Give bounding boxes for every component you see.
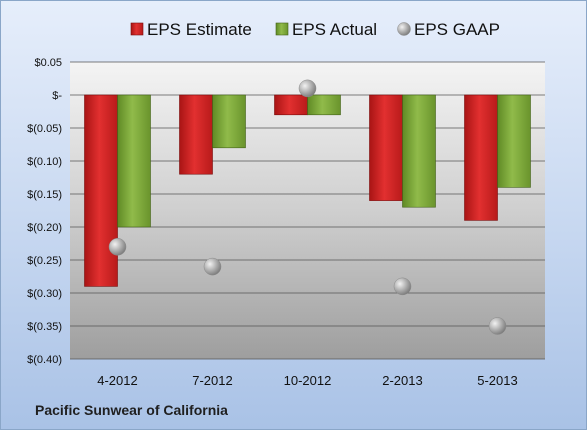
estimate-bar-10-2012 [274, 94, 308, 116]
actual-bar-10-2012 [307, 94, 341, 116]
y-tick-label: $- [52, 90, 62, 102]
x-tick-label: 4-2012 [97, 373, 137, 388]
legend-swatch-0 [130, 22, 144, 36]
legend-label-2: EPS GAAP [414, 20, 500, 39]
estimate-bar-2-2013 [369, 94, 403, 201]
y-tick-label: $0.05 [34, 57, 62, 69]
x-axis-labels: 4-2012 7-2012 10-2012 2-2013 5-2013 [97, 373, 517, 388]
gaap-point-4-2012 [108, 238, 127, 256]
actual-bar-7-2012 [212, 94, 246, 149]
y-tick-label: $(0.05) [27, 123, 62, 135]
gaap-points [108, 79, 507, 335]
x-tick-label: 2-2013 [382, 373, 422, 388]
company-name: Pacific Sunwear of California [35, 402, 228, 418]
y-tick-label: $(0.25) [27, 255, 62, 267]
gaap-point-7-2012 [203, 257, 222, 276]
actual-bar-2-2013 [402, 94, 436, 208]
y-tick-label: $(0.35) [27, 321, 62, 333]
x-tick-label: 10-2012 [284, 373, 332, 388]
estimate-bar-5-2013 [464, 94, 498, 221]
gaap-point-2-2013 [393, 277, 412, 296]
y-tick-label: $(0.10) [27, 156, 62, 168]
y-tick-label: $(0.20) [27, 222, 62, 234]
legend: EPS Estimate EPS Actual EPS GAAP [130, 20, 500, 39]
legend-label-0: EPS Estimate [147, 20, 252, 39]
y-tick-label: $(0.30) [27, 288, 62, 300]
x-tick-label: 7-2012 [192, 373, 232, 388]
estimate-bar-7-2012 [179, 94, 213, 175]
gaap-point-10-2012 [298, 79, 317, 98]
y-tick-label: $(0.40) [27, 354, 62, 366]
legend-swatch-1 [275, 22, 289, 36]
actual-bar-4-2012 [117, 94, 151, 228]
estimate-bar-4-2012 [84, 94, 118, 287]
y-tick-label: $(0.15) [27, 189, 62, 201]
x-tick-label: 5-2013 [477, 373, 517, 388]
bars [84, 94, 531, 287]
gaap-point-5-2013 [488, 317, 507, 335]
actual-bar-5-2013 [497, 94, 531, 188]
legend-swatch-2 [397, 22, 411, 36]
legend-label-1: EPS Actual [292, 20, 377, 39]
y-axis-labels: $0.05 $- $(0.05) $(0.10) $(0.15) $(0.20) $(0.2… [27, 57, 62, 366]
